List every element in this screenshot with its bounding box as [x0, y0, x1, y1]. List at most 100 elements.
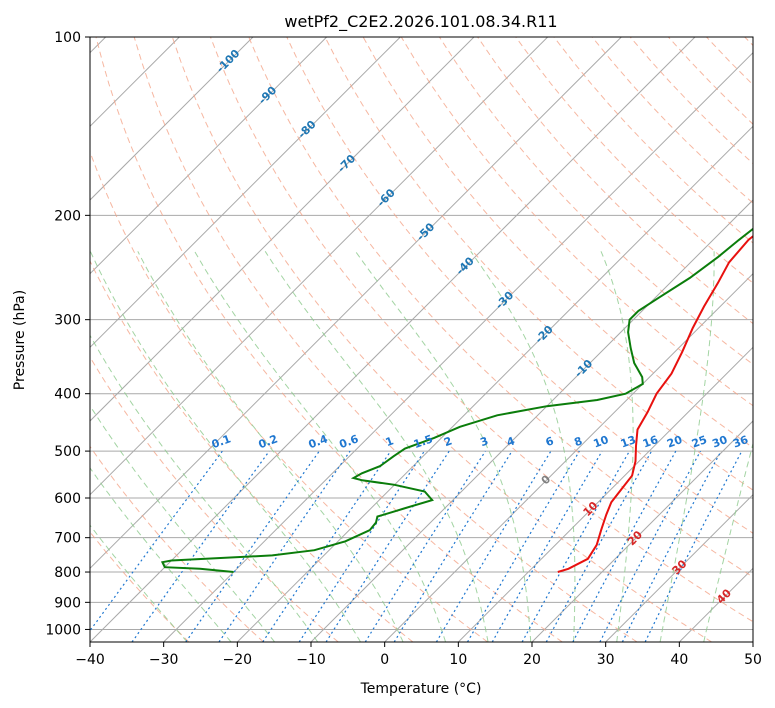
isotherm-label: 20: [625, 528, 645, 548]
mixing-ratio-label: 10: [592, 433, 611, 451]
mixing-ratio-label: 8: [572, 434, 584, 449]
y-tick-label: 800: [54, 565, 81, 581]
dry-adiabat--20: [90, 445, 264, 642]
mixing-ratio-line-3: [364, 450, 486, 642]
isotherm-20: [531, 420, 753, 642]
mixing-ratio-line-0.2: [131, 450, 270, 642]
dry-adiabat--10: [90, 356, 339, 642]
y-tick-label: 1000: [45, 622, 81, 638]
mixing-ratio-lines: [90, 450, 743, 642]
mixing-ratio-label: 0.4: [307, 432, 330, 451]
dry-adiabat-70: [286, 37, 753, 534]
dry-adiabat-170: [668, 37, 753, 125]
moist-adiabat-36: [659, 251, 715, 642]
mixing-ratio-label: 1.5: [412, 432, 435, 451]
isotherm--100: [90, 37, 254, 201]
x-tick-label: 50: [744, 652, 762, 668]
y-tick-label: 100: [54, 30, 81, 46]
x-tick-label: −30: [149, 652, 179, 668]
y-tick-label: 400: [54, 387, 81, 403]
mixing-ratio-line-36: [644, 450, 743, 642]
mixing-ratio-line-16: [545, 450, 653, 642]
dry-adiabats: [90, 37, 753, 642]
isotherm-10: [457, 346, 753, 642]
moist-adiabat--18: [90, 404, 275, 642]
mixing-ratio-label: 13: [619, 433, 638, 450]
x-tick-label: −40: [75, 652, 105, 668]
mixing-ratio-line-1.5: [298, 450, 425, 642]
moist-adiabat--6: [90, 251, 362, 642]
mixing-ratio-line-8: [466, 450, 580, 642]
isobar-grid: [90, 37, 753, 630]
mixing-ratio-line-10: [491, 450, 603, 642]
x-tick-label: 40: [670, 652, 688, 668]
isotherm--60: [90, 37, 549, 496]
isotherm--90: [90, 37, 328, 275]
mixing-ratio-line-13: [521, 450, 631, 642]
moist-adiabat--12: [90, 334, 319, 642]
dry-adiabat-20: [95, 37, 563, 642]
isotherm--50: [90, 37, 622, 570]
moist-adiabat-24: [470, 251, 576, 642]
mixing-ratio-line-0.4: [185, 450, 320, 642]
isotherm--80: [90, 37, 401, 349]
mixing-ratio-label: 6: [544, 434, 556, 449]
dry-adiabat-130: [515, 37, 753, 284]
moist-adiabat-18: [354, 251, 532, 642]
moist-adiabat--30: [90, 524, 188, 642]
dry-adiabat-180: [706, 37, 753, 86]
dry-adiabat-80: [324, 37, 753, 491]
mixing-ratio-line-2: [325, 450, 450, 642]
mixing-ratio-label: 30: [710, 433, 729, 451]
plot-frame: [89, 36, 754, 643]
isotherm-grid: [90, 37, 753, 642]
mixing-ratio-label: 1: [384, 434, 396, 449]
dry-adiabat-140: [553, 37, 753, 244]
mixing-ratio-label: 0.1: [210, 432, 233, 451]
isotherm-label: -30: [493, 288, 516, 311]
moist-adiabat-0: [137, 251, 404, 642]
mixing-ratio-label: 20: [665, 433, 684, 451]
chart-title: wetPf2_C2E2.2026.101.08.34.R11: [284, 12, 557, 32]
mixing-ratio-label: 4: [505, 434, 517, 449]
x-tick-label: 0: [380, 652, 389, 668]
mixing-ratio-label: 0.6: [338, 432, 361, 451]
isotherm--40: [90, 37, 696, 642]
isotherm--20: [236, 125, 753, 642]
y-axis-ticks: 100 200 300 400 500 600 700 800 900 1000: [45, 30, 90, 638]
x-tick-label: 30: [597, 652, 615, 668]
y-tick-label: 200: [54, 208, 81, 224]
isotherm-label: -10: [572, 357, 595, 380]
mixing-ratio-label: 3: [478, 434, 490, 449]
y-tick-label: 500: [54, 444, 81, 460]
moist-adiabat-42: [703, 441, 753, 642]
mixing-ratio-line-30: [621, 450, 722, 642]
mixing-ratio-line-20: [572, 450, 677, 642]
x-tick-label: 10: [449, 652, 467, 668]
x-tick-label: 20: [523, 652, 541, 668]
dry-adiabat-0: [90, 259, 414, 642]
isotherm-label: -80: [295, 118, 318, 141]
y-tick-label: 300: [54, 313, 81, 329]
isotherm-40: [678, 567, 753, 642]
isotherm-label: 30: [670, 557, 690, 577]
dry-adiabat-40: [171, 37, 712, 642]
mixing-ratio-line-6: [435, 450, 552, 642]
y-axis-title: Pressure (hPa): [12, 290, 28, 390]
y-tick-label: 700: [54, 531, 81, 547]
isotherm-label: 40: [714, 586, 734, 606]
dewpoint-profile-line: [160, 227, 753, 573]
dry-adiabat-50: [210, 37, 753, 623]
x-tick-label: −20: [223, 652, 253, 668]
background-lines: [90, 37, 753, 642]
isotherm--70: [90, 37, 475, 422]
moist-adiabat--24: [90, 467, 232, 642]
y-tick-label: 600: [54, 491, 81, 507]
isotherm--30: [163, 51, 753, 642]
mixing-ratio-line-25: [599, 450, 702, 642]
mixing-ratio-label: 16: [641, 433, 660, 451]
mixing-ratio-label: 25: [690, 433, 709, 450]
isotherm-50: [752, 641, 753, 642]
dry-adiabat-190: [744, 37, 753, 47]
